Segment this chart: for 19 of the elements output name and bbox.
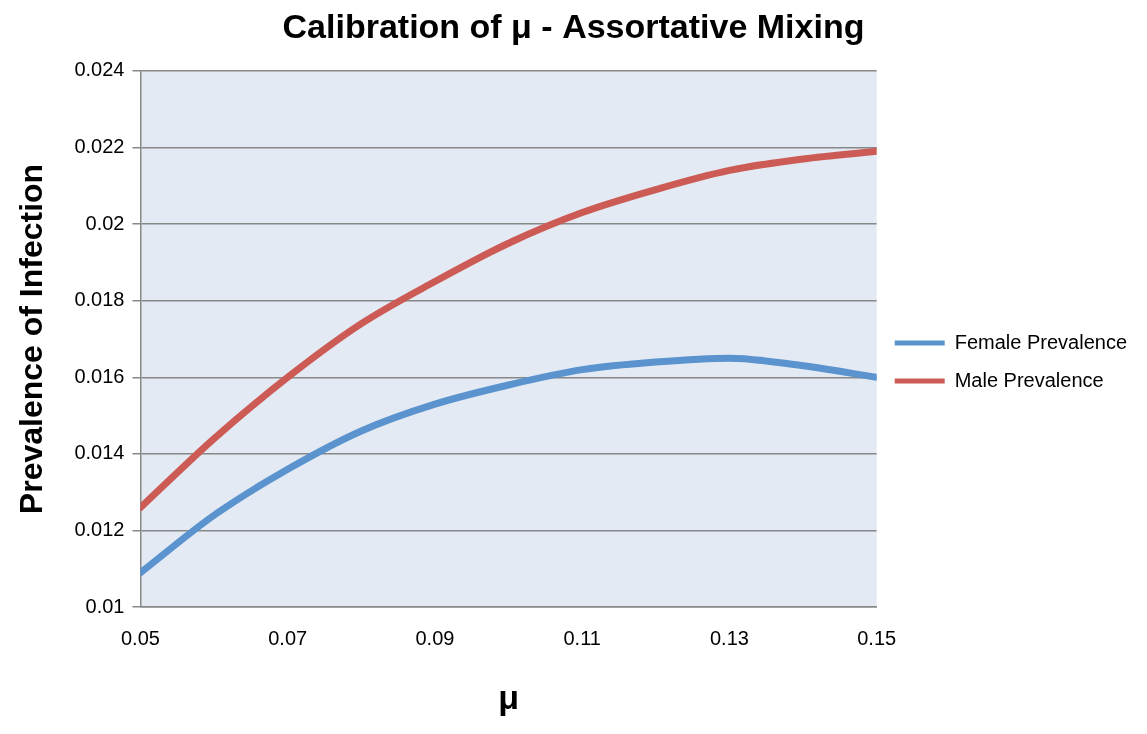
legend-label: Male Prevalence [954, 368, 1104, 391]
x-tick-label: 0.15 [857, 626, 897, 649]
y-tick-label: 0.01 [85, 594, 125, 617]
legend-label: Female Prevalence [954, 330, 1128, 353]
y-tick-label: 0.018 [74, 288, 125, 311]
y-tick-label: 0.014 [74, 441, 125, 464]
y-tick-label: 0.02 [85, 211, 125, 234]
x-axis-title: μ [498, 677, 519, 716]
x-tick-label: 0.11 [563, 626, 601, 649]
x-tick-label: 0.09 [415, 626, 455, 649]
y-tick-label: 0.012 [74, 518, 125, 541]
y-axis-title: Prevalence of Infection [13, 163, 50, 515]
y-tick-label: 0.016 [74, 364, 125, 387]
x-tick-label: 0.05 [120, 626, 160, 649]
y-tick-label: 0.022 [74, 134, 125, 157]
y-tick-label: 0.024 [74, 58, 125, 81]
x-tick-label: 0.13 [709, 626, 749, 649]
chart-title: Calibration of μ - Assortative Mixing [282, 6, 865, 45]
x-tick-label: 0.07 [268, 626, 308, 649]
